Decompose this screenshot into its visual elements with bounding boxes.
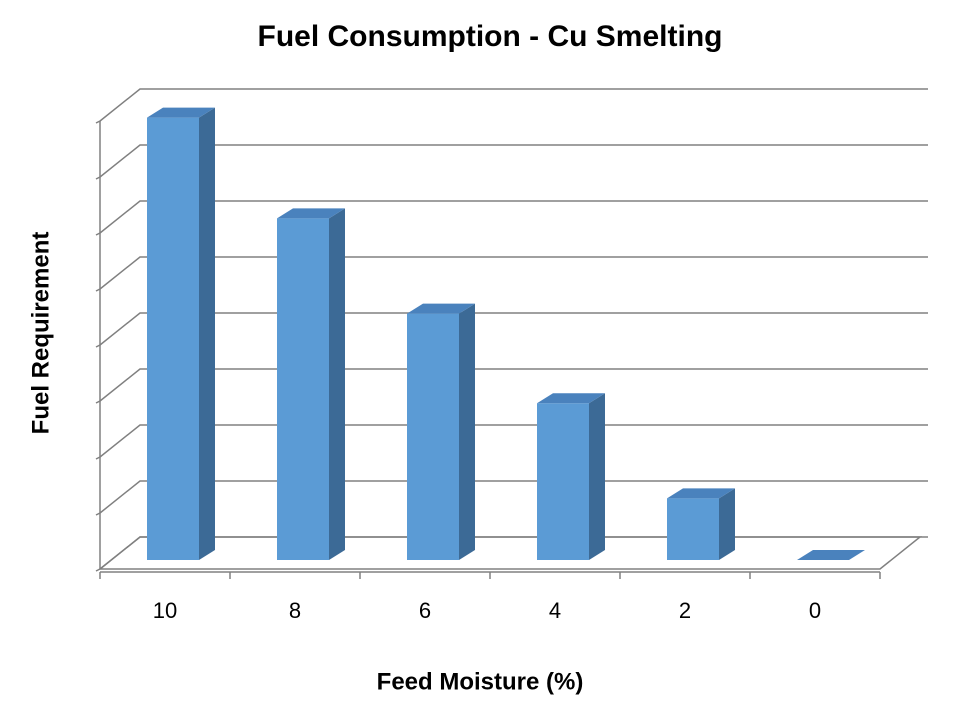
grid-line: [99, 200, 928, 234]
bar-side: [589, 393, 605, 560]
grid-line: [99, 88, 928, 122]
bar-top: [537, 393, 605, 404]
x-tick-label: 2: [679, 598, 691, 623]
x-tick-label: 0: [809, 598, 821, 623]
x-axis-label: Feed Moisture (%): [377, 668, 584, 695]
bar: [537, 393, 605, 560]
x-tick-label: 6: [419, 598, 431, 623]
bar-front: [537, 403, 589, 560]
bar-top: [277, 208, 345, 219]
bar-front: [277, 218, 329, 560]
grid-line: [99, 480, 928, 514]
x-tick-label: 4: [549, 598, 561, 623]
bar-front: [407, 313, 459, 560]
bar-top: [667, 488, 735, 499]
bar-front: [147, 117, 199, 560]
bar: [147, 107, 215, 560]
bar-side: [329, 208, 345, 560]
grid-line: [99, 424, 928, 458]
bar-top: [407, 303, 475, 314]
grid-line: [99, 144, 928, 178]
bar: [407, 303, 475, 560]
bar: [277, 208, 345, 560]
chart-title: Fuel Consumption - Cu Smelting: [258, 20, 723, 53]
bar-front: [667, 498, 719, 560]
grid-line: [99, 536, 928, 570]
bar-top: [147, 107, 215, 118]
bar: [797, 550, 865, 560]
floor: [97, 536, 923, 570]
grid-line: [99, 256, 928, 290]
bar-top: [797, 550, 865, 560]
x-tick-label: 8: [289, 598, 301, 623]
y-axis-label: Fuel Requirement: [27, 232, 54, 435]
grid-line: [99, 312, 928, 346]
bar-side: [199, 107, 215, 560]
x-tick-label: 10: [153, 598, 177, 623]
bar-side: [459, 303, 475, 560]
bar-side: [719, 488, 735, 560]
y-tick: [95, 568, 101, 572]
grid-line: [99, 368, 928, 402]
bar: [667, 488, 735, 560]
